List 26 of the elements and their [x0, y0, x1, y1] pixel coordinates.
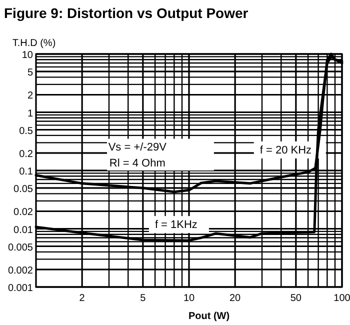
y-tick-label: 0.5 — [19, 126, 34, 137]
y-tick-label: 0.2 — [19, 148, 34, 160]
annotation: Rl = 4 Ohm — [109, 158, 166, 170]
y-tick-label: 0.005 — [8, 242, 34, 254]
y-tick-label: 0.1 — [19, 166, 34, 178]
y-tick-label: 0.05 — [14, 184, 34, 196]
x-tick-label: 5 — [140, 293, 146, 304]
chart-title: Figure 9: Distortion vs Output Power — [4, 5, 249, 21]
series-label: f = 20 KHz — [260, 144, 312, 156]
x-axis-title: Pout (W) — [188, 311, 230, 322]
y-tick-label: 0.001 — [8, 283, 34, 294]
x-tick-label: 100 — [334, 293, 350, 304]
annotation: Vs = +/-29V — [108, 142, 168, 154]
x-tick-label: 50 — [290, 293, 302, 304]
x-tick-label: 10 — [183, 293, 195, 304]
y-axis-title: T.H.D (%) — [12, 38, 56, 49]
y-tick-label: 1 — [27, 108, 34, 120]
y-tick-label: 0.002 — [8, 265, 34, 276]
y-tick-label: 2 — [27, 90, 34, 102]
y-tick-label: 0.02 — [14, 207, 34, 218]
x-tick-label: 20 — [229, 293, 242, 304]
y-tick-label: 10 — [22, 50, 34, 61]
x-tick-label: 2 — [79, 293, 86, 304]
y-tick-label: 0.01 — [14, 224, 34, 236]
series-label: f = 1KHz — [154, 219, 198, 232]
y-tick-label: 5 — [27, 68, 34, 79]
